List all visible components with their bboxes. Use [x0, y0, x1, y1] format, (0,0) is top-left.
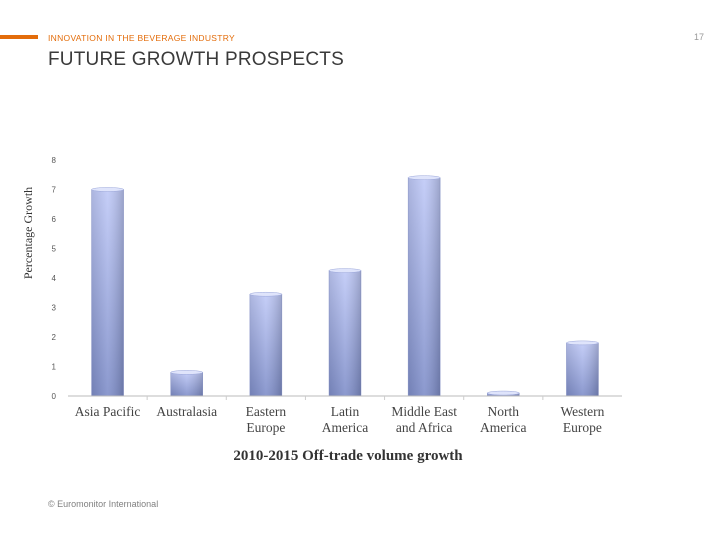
- y-axis-title: Percentage Growth: [21, 187, 35, 279]
- bar: [91, 187, 124, 397]
- x-tick-label: Western Europe: [560, 404, 604, 435]
- bar-cap: [328, 268, 362, 273]
- y-tick-label: 6: [52, 215, 57, 224]
- page-number: 17: [693, 32, 704, 42]
- bar-cap: [249, 291, 283, 297]
- x-tick-label: Asia Pacific: [75, 404, 141, 419]
- x-tick-label: Middle East and Africa: [391, 404, 457, 435]
- x-tick-label: Latin America: [322, 404, 368, 435]
- bar: [249, 291, 283, 397]
- bar-shading: [249, 294, 282, 396]
- bar-cap: [170, 370, 203, 375]
- bar-shading: [408, 177, 441, 396]
- bar-shading: [91, 189, 124, 396]
- y-tick-label: 0: [52, 392, 57, 401]
- x-axis: Asia Pacific Australasia Eastern Europe Lati…: [68, 395, 622, 435]
- bar: [328, 268, 362, 397]
- x-tick-label: Australasia: [156, 404, 217, 419]
- x-tick-label: Eastern Europe: [246, 404, 287, 435]
- page-title: FUTURE GROWTH PROSPECTS: [48, 49, 344, 70]
- bar: [487, 390, 520, 397]
- bar-cap: [566, 340, 599, 346]
- y-tick-label: 8: [52, 156, 57, 165]
- x-axis-title: 2010-2015 Off-trade volume growth: [233, 448, 463, 464]
- y-tick-label: 4: [52, 274, 57, 283]
- accent-bar: [0, 35, 38, 39]
- bar-cap: [407, 175, 441, 180]
- y-tick-label: 7: [52, 186, 57, 195]
- section-label: INNOVATION IN THE BEVERAGE INDUSTRY: [48, 33, 235, 43]
- bar-shading: [170, 372, 203, 396]
- y-tick-label: 1: [52, 363, 57, 372]
- bar: [170, 370, 203, 397]
- bar-shading: [329, 270, 361, 396]
- bar-cap: [91, 187, 124, 192]
- bar: [566, 340, 599, 397]
- bar-shading: [566, 342, 599, 396]
- bar-cap: [487, 390, 520, 396]
- bar: [407, 175, 441, 397]
- y-tick-label: 2: [52, 333, 57, 342]
- x-tick-label: North America: [480, 404, 526, 435]
- y-axis: 0 1 2 3 4 5 6 7 8: [52, 156, 57, 401]
- y-tick-label: 5: [52, 245, 57, 254]
- footer-copyright: © Euromonitor International: [48, 499, 159, 509]
- bars: [91, 175, 599, 397]
- y-tick-label: 3: [52, 304, 57, 313]
